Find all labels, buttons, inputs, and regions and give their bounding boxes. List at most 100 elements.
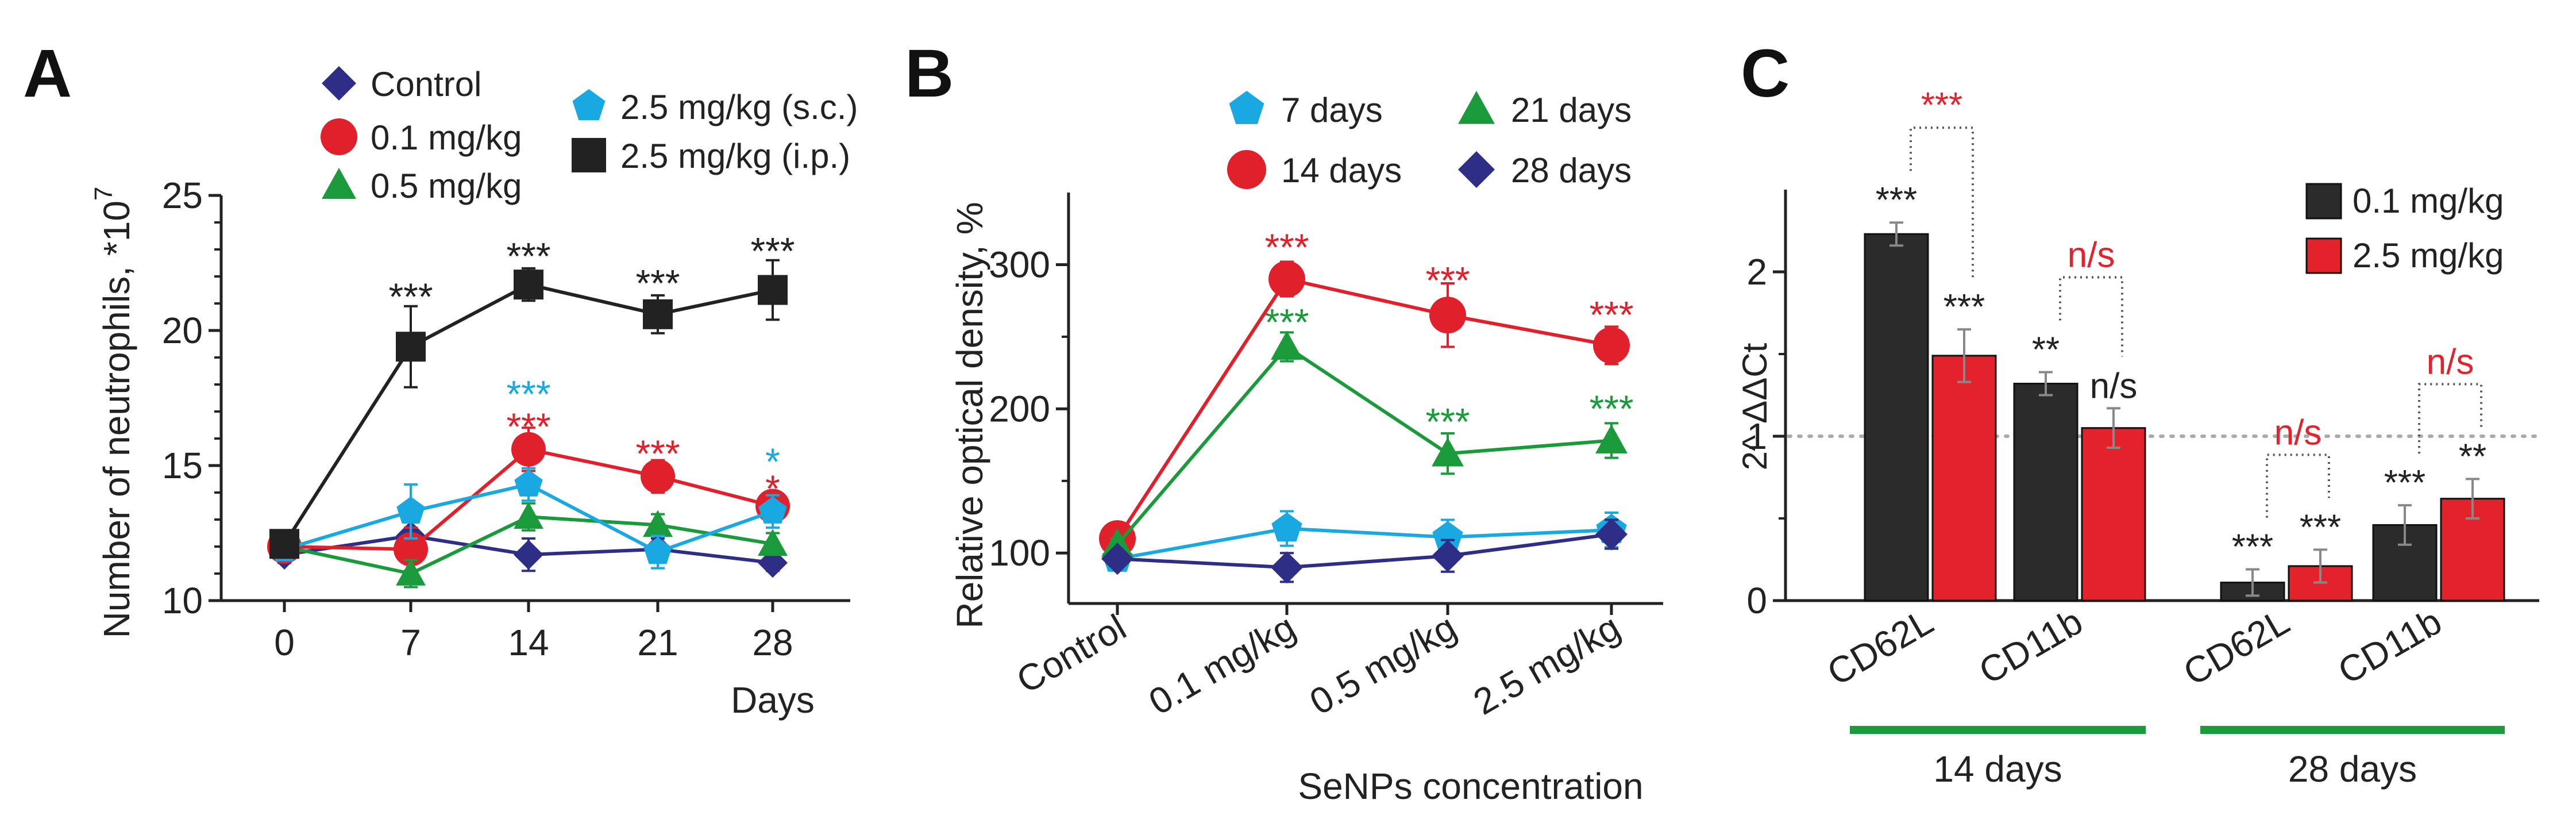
- significance-label: *: [765, 467, 780, 510]
- y-axis-label: Number of neutrophils, *107: [90, 187, 137, 639]
- bar: [2013, 382, 2078, 602]
- legend-marker: [1458, 91, 1495, 124]
- group-label: 28 days: [2288, 748, 2417, 790]
- significance-label: ***: [1943, 287, 1985, 327]
- significance-label: **: [2459, 437, 2486, 476]
- y-tick-label: 300: [989, 244, 1050, 285]
- legend-label: 2.5 mg/kg (s.c.): [620, 88, 858, 126]
- significance-label: *: [765, 440, 780, 483]
- significance-label: ***: [1264, 226, 1309, 268]
- legend-label: 14 days: [1281, 151, 1402, 190]
- panel-b-data: *** *** *** *** *** ***: [1099, 226, 1634, 584]
- data-point: [396, 496, 425, 524]
- y-tick-label: 0: [1746, 580, 1767, 621]
- significance-label: ***: [1264, 301, 1309, 343]
- data-point: [1271, 512, 1302, 542]
- data-point: [1595, 424, 1628, 453]
- significance-label: ***: [1589, 294, 1633, 336]
- series-line: [1117, 532, 1612, 570]
- y-tick-label: 15: [162, 445, 203, 486]
- data-point: [1595, 518, 1628, 551]
- data-point: [1271, 551, 1303, 584]
- panel-b-legend: 7 days 14 days 21 days 28 days: [1227, 91, 1632, 190]
- data-point: [1429, 297, 1466, 334]
- comparison-bracket: [2418, 383, 2482, 454]
- legend-swatch: [2305, 183, 2342, 220]
- data-point: [269, 529, 299, 559]
- category-label: CD62L: [2176, 601, 2296, 694]
- panel-c: C 0 1 2 2^-ΔΔCt CD62L CD11b CD62L CD11b 14 days 2…: [1736, 36, 2541, 790]
- legend-label: 21 days: [1511, 91, 1632, 129]
- panel-a-axes: 10 15 20 25 0 7 14 21 28 Days Number of neutrophil…: [90, 175, 850, 721]
- legend-label: 2.5 mg/kg (i.p.): [620, 137, 850, 175]
- x-tick-label: 0: [274, 622, 295, 663]
- data-point: [514, 502, 543, 529]
- data-point: [514, 469, 543, 497]
- y-axis-label: Relative optical density, %: [949, 202, 990, 628]
- legend-label: 28 days: [1511, 151, 1632, 190]
- x-axis-label: Days: [731, 679, 815, 721]
- significance-label: ***: [2232, 528, 2273, 567]
- significance-label: ***: [635, 432, 680, 475]
- significance-label: ***: [506, 372, 550, 415]
- data-point: [643, 510, 673, 537]
- data-point: [514, 540, 543, 570]
- data-point: [1593, 326, 1630, 364]
- significance-label: ***: [1876, 180, 1917, 220]
- legend-label: 2.5 mg/kg: [2353, 236, 2504, 275]
- x-axis-label: SeNPs concentration: [1298, 766, 1643, 807]
- data-point: [396, 332, 426, 362]
- y-axis-label-exponent: 7: [90, 187, 118, 201]
- x-tick-label: 28: [752, 622, 793, 663]
- legend-marker: [572, 138, 606, 172]
- legend-marker: [1458, 151, 1495, 188]
- series-line: [1117, 526, 1612, 561]
- panel-letter-a: A: [23, 36, 72, 111]
- comparison-bracket: [2059, 276, 2123, 357]
- significance-label: **: [2032, 330, 2060, 370]
- significance-label: ***: [1589, 387, 1633, 430]
- legend-label: 0.1 mg/kg: [2353, 182, 2504, 220]
- comparison-label: n/s: [2274, 413, 2322, 452]
- significance-label: ***: [1425, 259, 1470, 302]
- significance-label: ***: [388, 275, 433, 318]
- panel-c-data: ********n/s*** ***********n/sn/sn/s: [1864, 86, 2505, 602]
- y-tick-label: 100: [989, 532, 1050, 574]
- panel-a-data: ********************* **: [267, 229, 795, 589]
- significance-label: ***: [506, 235, 550, 278]
- significance-label: ***: [506, 405, 550, 448]
- panel-a: A 10 15 20 25 0 7 14 21 28 Days Number of neutroph…: [23, 36, 858, 721]
- data-point: [758, 275, 788, 305]
- bar: [1931, 355, 1997, 602]
- data-point: [1101, 543, 1133, 575]
- x-tick-label: 7: [400, 622, 421, 663]
- comparison-label: n/s: [2427, 342, 2474, 382]
- data-point: [1432, 540, 1464, 572]
- bar: [2081, 427, 2146, 602]
- data-point: [511, 432, 546, 467]
- data-point: [396, 559, 426, 586]
- y-tick-label: 10: [162, 580, 203, 621]
- significance-label: ***: [2300, 507, 2341, 547]
- legend-swatch: [2305, 237, 2342, 274]
- significance-label: ***: [635, 262, 680, 305]
- significance-label: n/s: [2090, 366, 2138, 406]
- panel-letter-b: B: [905, 36, 954, 111]
- legend-marker: [1227, 150, 1266, 189]
- legend-label: Control: [371, 65, 481, 103]
- legend-marker: [322, 168, 356, 199]
- panel-letter-c: C: [1741, 36, 1790, 111]
- y-tick-label: 25: [162, 175, 203, 216]
- x-tick-label: 0.5 mg/kg: [1303, 606, 1463, 723]
- y-tick-label: 1: [1746, 416, 1767, 457]
- x-tick-label: 21: [637, 622, 678, 663]
- x-tick-label: 0.1 mg/kg: [1142, 606, 1302, 723]
- series-line: [1116, 344, 1612, 546]
- legend-marker: [1229, 91, 1264, 124]
- legend-label: 7 days: [1281, 91, 1383, 129]
- panel-a-legend: Control 0.1 mg/kg 0.5 mg/kg 2.5 mg/kg (s.c.…: [321, 65, 858, 205]
- x-tick-label: 14: [508, 622, 549, 663]
- data-point: [758, 496, 787, 524]
- significance-label: ***: [1425, 400, 1470, 443]
